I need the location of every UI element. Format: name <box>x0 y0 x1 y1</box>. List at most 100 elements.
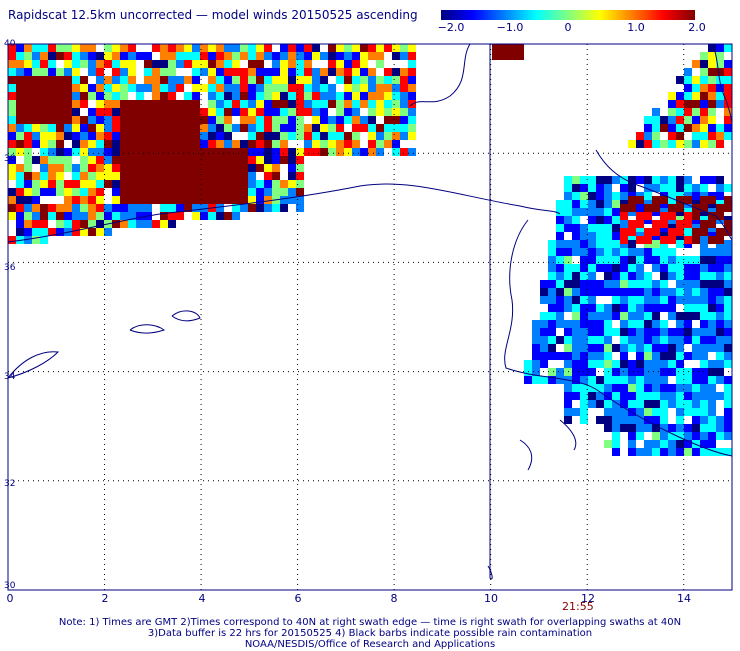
wind-cell <box>72 108 80 116</box>
wind-cell <box>620 280 628 288</box>
wind-cell <box>176 100 184 108</box>
wind-cell <box>716 272 724 280</box>
wind-cell <box>392 116 400 124</box>
wind-cell <box>192 188 200 196</box>
wind-cell <box>724 416 732 424</box>
wind-cell <box>580 208 588 216</box>
wind-cell <box>40 108 48 116</box>
wind-cell <box>280 188 288 196</box>
wind-cell <box>708 344 716 352</box>
wind-cell <box>612 376 620 384</box>
wind-cell <box>200 52 208 60</box>
wind-cell <box>668 400 676 408</box>
wind-cell <box>532 320 540 328</box>
wind-cell <box>136 100 144 108</box>
wind-cell <box>200 116 208 124</box>
y-tick-label: 36 <box>4 263 16 273</box>
wind-cell <box>620 264 628 272</box>
wind-cell <box>184 92 192 100</box>
wind-cell <box>636 140 644 148</box>
wind-cell <box>724 124 732 132</box>
wind-cell <box>96 148 104 156</box>
wind-cell <box>176 52 184 60</box>
wind-cell <box>344 44 352 52</box>
wind-cell <box>256 60 264 68</box>
coastline <box>711 43 733 125</box>
wind-cell <box>492 52 500 60</box>
wind-cell <box>700 280 708 288</box>
wind-cell <box>264 132 272 140</box>
wind-cell <box>288 52 296 60</box>
wind-cell <box>224 108 232 116</box>
wind-cell <box>620 392 628 400</box>
wind-cell <box>224 188 232 196</box>
wind-cell <box>684 408 692 416</box>
wind-cell <box>716 60 724 68</box>
wind-cell <box>40 236 48 244</box>
wind-cell <box>256 116 264 124</box>
wind-cell <box>112 172 120 180</box>
wind-cell <box>24 148 32 156</box>
wind-cell <box>272 148 280 156</box>
wind-cell <box>700 440 708 448</box>
wind-cell <box>144 84 152 92</box>
wind-cell <box>296 60 304 68</box>
wind-cell <box>192 164 200 172</box>
wind-cell <box>168 156 176 164</box>
wind-cell <box>232 108 240 116</box>
wind-cell <box>280 68 288 76</box>
wind-cell <box>716 84 724 92</box>
wind-cell <box>216 212 224 220</box>
wind-cell <box>216 132 224 140</box>
wind-cell <box>668 440 676 448</box>
wind-cell <box>40 228 48 236</box>
wind-cell <box>240 164 248 172</box>
wind-cell <box>724 336 732 344</box>
wind-cell <box>700 116 708 124</box>
wind-cell <box>168 172 176 180</box>
wind-cell <box>296 108 304 116</box>
wind-cell <box>112 116 120 124</box>
wind-cell <box>588 240 596 248</box>
wind-cell <box>628 280 636 288</box>
wind-cell <box>572 392 580 400</box>
wind-cell <box>620 296 628 304</box>
wind-cell <box>352 100 360 108</box>
wind-cell <box>152 92 160 100</box>
wind-cell <box>588 336 596 344</box>
wind-cell <box>280 196 288 204</box>
wind-cell <box>88 132 96 140</box>
wind-cell <box>652 360 660 368</box>
wind-cell <box>684 424 692 432</box>
wind-cell <box>64 108 72 116</box>
wind-cell <box>248 204 256 212</box>
wind-cell <box>280 52 288 60</box>
wind-cell <box>48 156 56 164</box>
wind-cell <box>128 124 136 132</box>
wind-cell <box>524 360 532 368</box>
wind-cell <box>716 228 724 236</box>
wind-cell <box>8 124 16 132</box>
wind-cell <box>596 200 604 208</box>
wind-cell <box>192 148 200 156</box>
wind-cell <box>652 432 660 440</box>
wind-cell <box>256 148 264 156</box>
wind-cell <box>540 336 548 344</box>
wind-cell <box>692 336 700 344</box>
wind-cell <box>216 44 224 52</box>
wind-cell <box>264 164 272 172</box>
wind-cell <box>16 204 24 212</box>
wind-cell <box>628 312 636 320</box>
wind-cell <box>128 100 136 108</box>
wind-cell <box>724 92 732 100</box>
wind-cell <box>700 176 708 184</box>
wind-cell <box>588 256 596 264</box>
wind-cell <box>716 44 724 52</box>
wind-cell <box>408 76 416 84</box>
wind-cell <box>564 208 572 216</box>
wind-cell <box>556 264 564 272</box>
wind-cell <box>612 176 620 184</box>
wind-cell <box>56 116 64 124</box>
wind-cell <box>716 416 724 424</box>
wind-cell <box>676 448 684 456</box>
